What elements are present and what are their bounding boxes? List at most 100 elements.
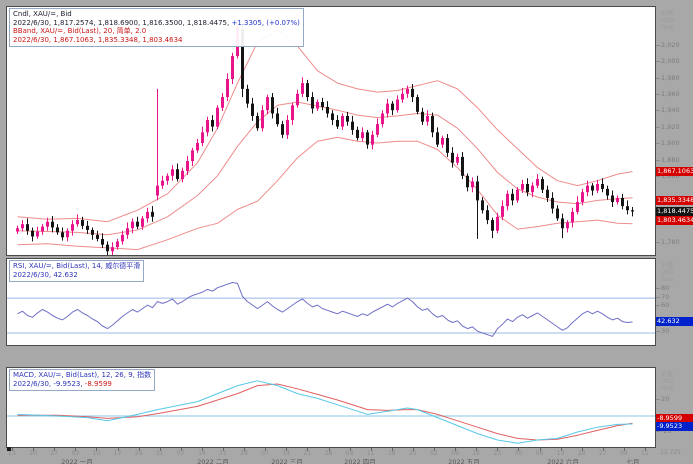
pane-separator-2[interactable] [6,344,654,367]
time-tick-mark [476,448,478,451]
time-tick-mark [307,448,309,451]
axis-price-badge: -9.9523 [656,421,693,431]
axis-price-badge: 1,867.1063 [656,166,693,176]
time-tick-mark [265,448,267,451]
axis-tick-label: 1,940 [661,106,680,115]
macd-pane[interactable]: MACD, XAU/=, Bid(Last), 12, 26, 9, 指数 20… [6,367,656,448]
time-tick-mark [180,448,182,451]
axis-tick-label: 40 [661,318,670,327]
axis-tick-label: 70 [661,292,670,301]
time-tick-label: 10 [92,450,101,457]
axis-tick-label: 20 [661,394,670,403]
time-tick-label: 13 [8,450,16,457]
axis-unit-label: 价格 USD Fine [661,10,674,31]
axis-tick-mark [656,175,660,177]
axis-unit-line: USD [661,378,674,385]
month-label: 2022 三月 [271,458,303,464]
time-tick-label: 27 [50,450,59,457]
time-tick-mark [455,448,457,451]
axis-price-badge: 1,835.3348 [656,195,693,205]
time-tick-mark [54,448,56,451]
axis-tick-label: 30 [661,327,670,336]
axis-tick-label: 2,000 [661,57,680,66]
axis-tick-mark [656,93,660,95]
time-tick-mark [201,448,203,451]
macd-legend: MACD, XAU/=, Bid(Last), 12, 26, 9, 指数 20… [9,369,156,391]
axis-unit-line: USD [661,17,674,24]
time-tick-mark [497,448,499,451]
time-tick-mark [12,448,13,451]
time-tick-label: 06 [535,450,544,457]
month-label: 2022 六月 [547,458,579,464]
time-tick-label: 09 [451,450,459,457]
month-label: 七月 [626,458,640,464]
rsi-chart [7,282,655,337]
time-tick-mark [244,448,246,451]
time-tick-mark [75,448,77,451]
axis-tick-mark [656,61,660,63]
time-tick-label: 07 [261,450,270,457]
rsi-legend: RSI, XAU/=, Bid(Last), 14, 威尔德平滑 2022/6/… [9,260,145,282]
axis-tick-mark [656,159,660,161]
legend-macd-value: 2022/6/30, -9.9523, [13,379,83,388]
axis-unit-line: Fine [661,385,674,392]
time-tick-mark [602,448,604,451]
time-tick-label: 23 [493,450,502,457]
legend-rsi-value: 2022/6/30, 42.632 [13,270,78,279]
legend-candle-title: Cndl, XAU/=, Bid [13,10,72,18]
axis-tick-mark [656,331,660,333]
time-tick-mark [138,448,140,451]
axis-tick-mark [656,398,660,400]
month-label: 2022 二月 [197,458,229,464]
axis-unit-line: Fine [661,24,674,31]
time-tick-mark [328,448,330,451]
axis-tick-mark [656,143,660,145]
time-tick-label: 16 [472,450,481,457]
legend-macd-values: 2022/6/30, -9.9523, -8.9599 [13,380,151,389]
time-tick-mark [349,448,351,451]
legend-bband-values: 2022/6/30, 1,867.1063, 1,835.3348, 1,803… [13,35,183,44]
time-tick-mark [159,448,161,451]
macd-chart [7,380,655,444]
time-tick-mark [370,448,372,451]
axis-tick-label: 1,960 [661,89,680,98]
legend-macd-title: MACD, XAU/=, Bid(Last), 12, 26, 9, 指数 [13,371,152,379]
axis-tick-mark [656,322,660,324]
price-legend: Cndl, XAU/=, Bid 2022/6/30, 1,817.2574, … [9,8,304,47]
month-label: 2022 一月 [61,458,93,464]
legend-signal-value: -8.9599 [84,379,112,388]
time-tick-label: 27 [598,450,607,457]
time-tick-mark [623,448,625,451]
price-pane[interactable]: Cndl, XAU/=, Bid 2022/6/30, 1,817.2574, … [6,6,656,256]
axis-unit-label: 价值 USD Fine [661,371,674,392]
legend-rsi-title: RSI, XAU/=, Bid(Last), 14, 威尔德平滑 [13,262,141,270]
axis-price-badge: 42.632 [656,316,693,326]
legend-bband-title: BBand, XAU/=, Bid(Last), 20, 简单, 2.0 [13,27,147,35]
time-tick-label: 11 [366,450,375,457]
axis-tick-label: 1,880 [661,155,680,164]
axis-tick-label: 2,020 [661,40,680,49]
axis-unit-line: 价值 [661,371,674,378]
time-tick-mark [560,448,562,451]
axis-tick-mark [656,430,660,432]
candlestick-chart [16,19,634,255]
axis-unit-line: 价格 [661,10,674,17]
time-tick-label: 28 [240,450,248,457]
axis-price-badge: 1,818.4475 [656,206,693,216]
axis-tick-mark [656,44,660,46]
axis-tick-mark [656,126,660,128]
time-tick-label: 30 [514,450,523,457]
time-tick-label: 18 [387,450,396,457]
axis-tick-mark [656,305,660,307]
time-tick-label: 21 [303,450,312,457]
time-tick-mark [581,448,583,451]
time-tick-label: 17 [113,450,122,457]
axis-tick-label: 1,920 [661,122,680,131]
time-tick-label: 24 [134,450,143,457]
time-tick-label: 31 [155,450,164,457]
time-tick-label: 04 [345,450,354,457]
rsi-pane[interactable]: RSI, XAU/=, Bid(Last), 14, 威尔德平滑 2022/6/… [6,258,656,346]
time-tick-mark [539,448,541,451]
axis-unit-line: Fine [661,276,674,283]
month-label: 2022 四月 [344,458,376,464]
